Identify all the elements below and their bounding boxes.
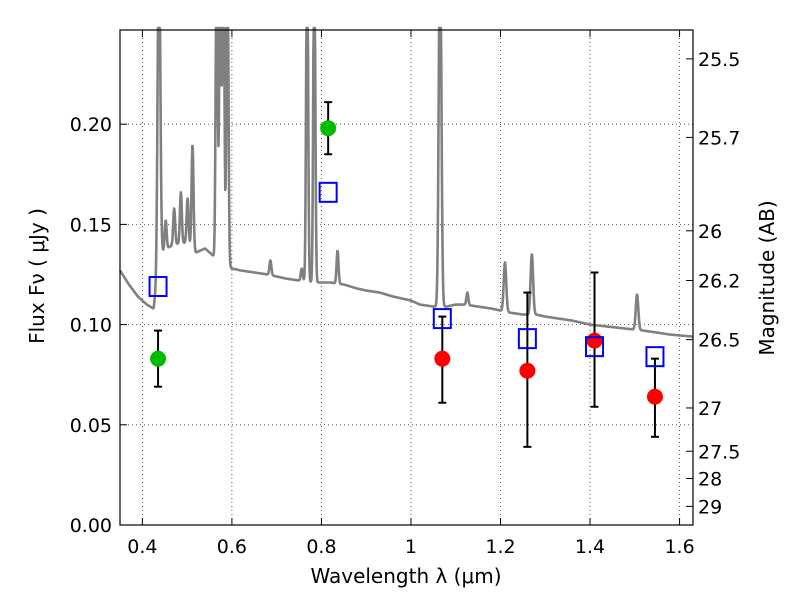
magnitude-tick-label: 25.5 (698, 49, 740, 71)
y-tick-label: 0.05 (70, 415, 112, 437)
x-tick-label: 0.6 (217, 536, 247, 558)
magnitude-tick-label: 26 (698, 221, 722, 243)
spectrum-line (118, 26, 694, 338)
y-tick-label: 0.00 (70, 515, 112, 537)
magnitude-tick-label: 29 (698, 496, 722, 518)
x-tick-label: 1.2 (485, 536, 515, 558)
y-tick-label: 0.15 (70, 214, 112, 236)
y-tick-label: 0.10 (70, 315, 112, 337)
x-tick-label: 0.4 (127, 536, 157, 558)
magnitude-tick-label: 26.2 (698, 271, 740, 293)
data-markers (148, 120, 665, 405)
y-axis-title: Flux Fν ( μJy ) (25, 208, 49, 344)
model-flux-square (645, 346, 665, 368)
x-tick-label: 1.6 (664, 536, 694, 558)
x-tick-label: 0.8 (306, 536, 336, 558)
model-flux-square (432, 308, 452, 330)
observed-flux-point (519, 362, 536, 379)
magnitude-tick-label: 25.7 (698, 127, 740, 149)
observed-flux-point (586, 332, 603, 349)
y-tick-label: 0.20 (70, 114, 112, 136)
x-tick-label: 1.4 (575, 536, 605, 558)
grid-lines (120, 30, 693, 525)
magnitude-tick-label: 27 (698, 398, 722, 420)
magnitude-tick-label: 27.5 (698, 441, 740, 463)
x-tick-label: 1 (405, 536, 417, 558)
magnitude-tick-labels: 25.5 25.7 26 26.2 26.5 27 27.5 28 29 (698, 49, 740, 519)
y2-axis-title: Magnitude (AB) (755, 200, 779, 355)
model-spectrum (118, 26, 694, 338)
magnitude-tick-label: 26.5 (698, 330, 740, 352)
plot-frame (119, 29, 694, 526)
observed-flux-point (434, 350, 451, 367)
magnitude-tick-label: 28 (698, 469, 722, 491)
x-tick-labels: 0.4 0.6 0.8 1 1.2 1.4 1.6 (127, 536, 694, 558)
x-axis-title: Wavelength λ (μm) (310, 564, 501, 588)
observed-flux-point (646, 388, 663, 405)
observed-flux-point (150, 350, 167, 367)
model-flux-square (585, 336, 605, 358)
axis-ticks (120, 30, 693, 526)
model-flux-square (318, 181, 338, 203)
model-flux-square (517, 328, 537, 350)
observed-flux-point (320, 120, 337, 137)
model-flux-square (148, 276, 168, 298)
y-tick-labels: 0.00 0.05 0.10 0.15 0.20 (70, 114, 112, 537)
